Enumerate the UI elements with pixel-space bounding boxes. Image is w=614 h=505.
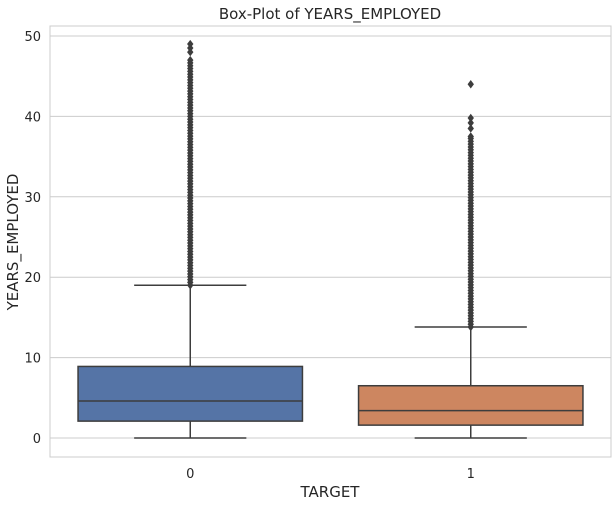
- x-tick-label: 1: [467, 467, 475, 482]
- y-tick-label: 10: [24, 352, 41, 367]
- y-tick-label: 50: [24, 30, 41, 45]
- outlier-point: [467, 80, 474, 89]
- box-series: [77, 39, 584, 439]
- box-group-1: [357, 80, 584, 439]
- outlier-point: [187, 55, 194, 65]
- outlier-point: [467, 118, 474, 128]
- iqr-box: [77, 365, 304, 422]
- plot-area-frame: [49, 25, 612, 458]
- outlier-point: [187, 39, 194, 49]
- outlier-point: [467, 132, 474, 141]
- y-tick-label: 0: [33, 432, 41, 447]
- y-tick-label: 20: [24, 271, 41, 286]
- chart-title: Box-Plot of YEARS_EMPLOYED: [219, 5, 441, 24]
- x-tick-label: 0: [186, 467, 194, 482]
- outlier-point: [467, 113, 474, 123]
- x-axis-label: TARGET: [300, 483, 361, 501]
- outlier-point: [467, 124, 474, 133]
- box-group-0: [77, 39, 304, 439]
- iqr-box: [357, 384, 584, 426]
- y-tick-label: 30: [24, 191, 41, 206]
- outliers-dense: [467, 134, 474, 332]
- y-tick-label: 40: [24, 110, 41, 125]
- y-axis-label: YEARS_EMPLOYED: [4, 174, 23, 312]
- y-axis-ticks: 0 10 20 30 40 50: [24, 30, 41, 447]
- outliers-dense: [187, 58, 194, 290]
